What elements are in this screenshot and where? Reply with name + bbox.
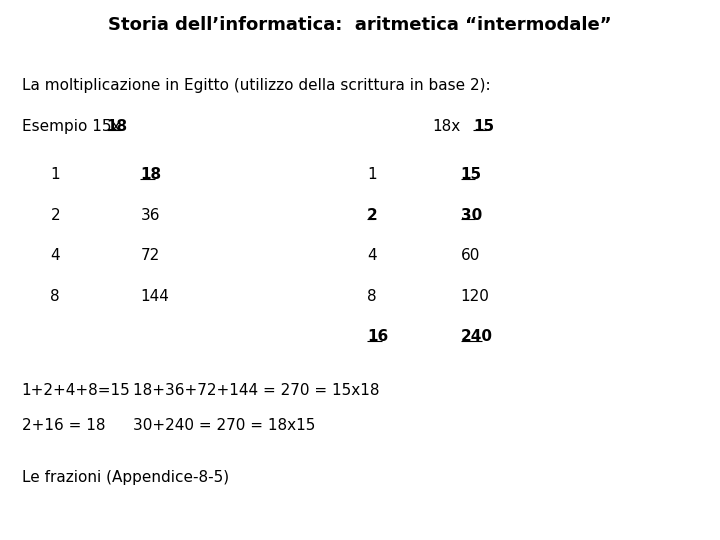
Text: Esempio 15x: Esempio 15x	[22, 119, 120, 134]
Text: 72: 72	[140, 248, 160, 264]
Text: 30+240 = 270 = 18x15: 30+240 = 270 = 18x15	[133, 418, 315, 434]
Text: 240: 240	[461, 329, 492, 345]
Text: 36: 36	[140, 208, 160, 223]
Text: 8: 8	[50, 289, 60, 304]
Text: 18: 18	[140, 167, 161, 183]
Text: 1: 1	[367, 167, 377, 183]
Text: 4: 4	[50, 248, 60, 264]
Text: 144: 144	[140, 289, 169, 304]
Text: 30: 30	[461, 208, 482, 223]
Text: La moltiplicazione in Egitto (utilizzo della scrittura in base 2):: La moltiplicazione in Egitto (utilizzo d…	[22, 78, 490, 93]
Text: 2+16 = 18: 2+16 = 18	[22, 418, 105, 434]
Text: 16: 16	[367, 329, 389, 345]
Text: Storia dell’informatica:  aritmetica “intermodale”: Storia dell’informatica: aritmetica “int…	[108, 16, 612, 34]
Text: 120: 120	[461, 289, 490, 304]
Text: 15: 15	[473, 119, 494, 134]
Text: 15: 15	[461, 167, 482, 183]
Text: 18x: 18x	[432, 119, 460, 134]
Text: 18+36+72+144 = 270 = 15x18: 18+36+72+144 = 270 = 15x18	[133, 383, 379, 399]
Text: 1: 1	[50, 167, 60, 183]
Text: Le frazioni (Appendice-8-5): Le frazioni (Appendice-8-5)	[22, 470, 229, 485]
Text: 2: 2	[367, 208, 378, 223]
Text: 2: 2	[50, 208, 60, 223]
Text: 4: 4	[367, 248, 377, 264]
Text: 8: 8	[367, 289, 377, 304]
Text: 1+2+4+8=15: 1+2+4+8=15	[22, 383, 130, 399]
Text: 18: 18	[107, 119, 127, 134]
Text: 60: 60	[461, 248, 480, 264]
